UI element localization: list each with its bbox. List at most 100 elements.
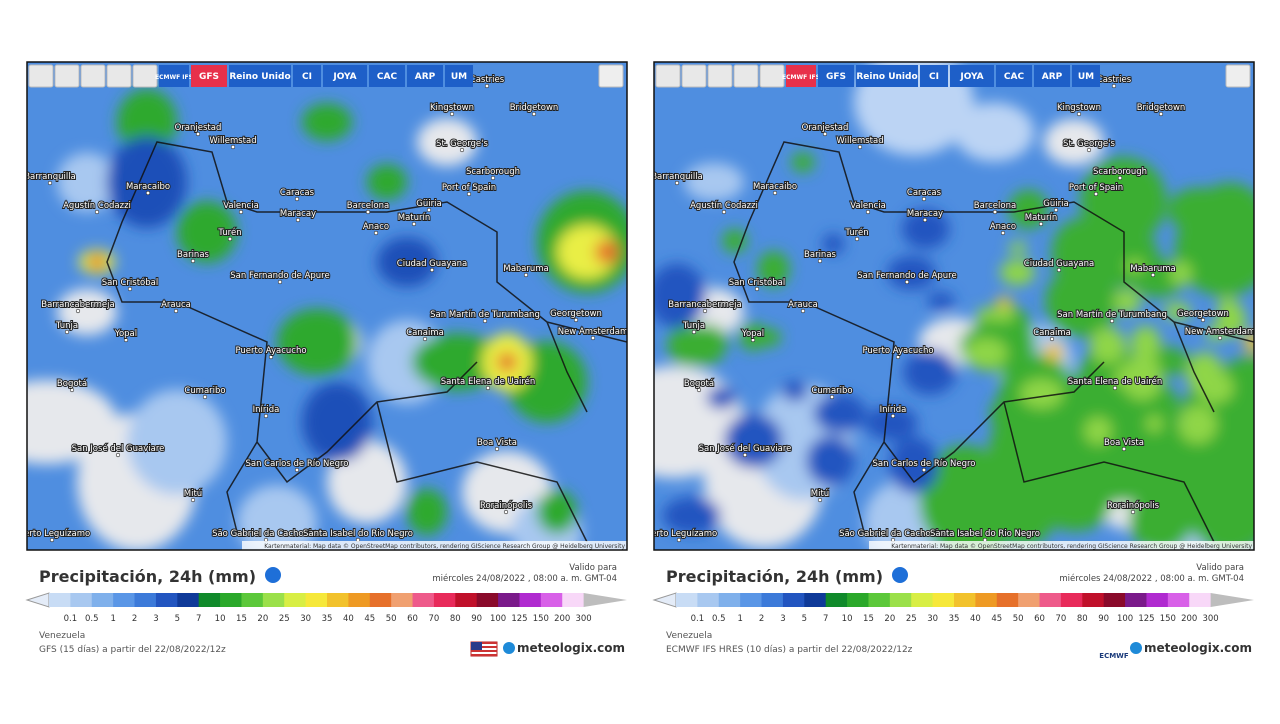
rain-patch bbox=[1138, 423, 1234, 533]
flag-stripe bbox=[471, 650, 497, 652]
city-label: Rorainópolis bbox=[1107, 500, 1160, 511]
city-dot bbox=[263, 413, 269, 419]
precip-field: Castries Kingstown Bridgetown Oranjestad Wil… bbox=[14, 62, 627, 550]
scale-swatch bbox=[804, 593, 827, 607]
rain-patch bbox=[654, 263, 706, 329]
scale-label: 25 bbox=[279, 614, 290, 624]
model-button[interactable] bbox=[950, 65, 994, 87]
scale-label: 200 bbox=[1181, 614, 1197, 624]
scale-swatch bbox=[70, 593, 93, 607]
scale-swatch bbox=[262, 593, 285, 607]
model-button[interactable] bbox=[293, 65, 321, 87]
legend-panel: Precipitación, 24h (mm) Valido paramiérco… bbox=[652, 563, 1254, 660]
city-label: San Fernando de Apure bbox=[857, 271, 956, 281]
tool-button[interactable] bbox=[655, 64, 681, 88]
scale-label: 10 bbox=[842, 614, 853, 624]
tool-button[interactable] bbox=[132, 64, 158, 88]
flag-canton bbox=[471, 642, 482, 650]
model-button[interactable] bbox=[229, 65, 291, 87]
rain-patch bbox=[497, 352, 517, 372]
tool-button[interactable] bbox=[106, 64, 132, 88]
rain-patch bbox=[417, 118, 477, 166]
city-dot bbox=[127, 286, 133, 292]
model-button[interactable] bbox=[369, 65, 405, 87]
model-button[interactable] bbox=[1034, 65, 1070, 87]
city-dot bbox=[854, 236, 860, 242]
city-label: Barranquilla bbox=[24, 172, 76, 182]
city-dot bbox=[466, 191, 472, 197]
scale-label: 45 bbox=[364, 614, 375, 624]
rain-patch bbox=[412, 333, 502, 391]
scale-label: 60 bbox=[1034, 614, 1045, 624]
tool-button[interactable] bbox=[759, 64, 785, 88]
model-button-label: ARP bbox=[415, 72, 436, 82]
city-label: Puerto Leguízamo bbox=[641, 529, 717, 539]
flag-stripe bbox=[471, 646, 497, 648]
scale-swatch bbox=[327, 593, 349, 607]
city-dot bbox=[865, 209, 871, 215]
model-button[interactable] bbox=[445, 65, 473, 87]
rain-patch bbox=[1189, 182, 1254, 276]
model-button[interactable] bbox=[996, 65, 1032, 87]
city-dot bbox=[857, 144, 863, 150]
city-dot bbox=[895, 354, 901, 360]
info-icon[interactable] bbox=[892, 567, 908, 583]
scale-label: 5 bbox=[175, 614, 180, 624]
info-icon[interactable] bbox=[265, 567, 281, 583]
city-dot bbox=[1158, 111, 1164, 117]
model-button[interactable] bbox=[856, 65, 918, 87]
rain-patch bbox=[996, 296, 1012, 308]
model-button[interactable] bbox=[786, 65, 816, 87]
city-dot bbox=[696, 387, 702, 393]
rain-patch bbox=[57, 152, 117, 212]
scale-swatch bbox=[697, 593, 720, 607]
scale-arrow-right bbox=[1210, 593, 1254, 607]
city-dot bbox=[365, 209, 371, 215]
scale-swatch bbox=[676, 593, 698, 607]
city-label: San Fernando de Apure bbox=[230, 271, 329, 281]
city-dot bbox=[482, 318, 488, 324]
tool-button[interactable] bbox=[733, 64, 759, 88]
city-dot bbox=[449, 111, 455, 117]
legend-title: Precipitación, 24h (mm) bbox=[39, 567, 256, 586]
city-dot bbox=[822, 131, 828, 137]
model-button[interactable] bbox=[159, 65, 189, 87]
model-button[interactable] bbox=[407, 65, 443, 87]
rain-patch bbox=[1113, 289, 1141, 314]
city-dot bbox=[268, 354, 274, 360]
city-label: San José del Guaviare bbox=[72, 443, 165, 454]
rain-patch bbox=[367, 164, 407, 200]
tool-button[interactable] bbox=[707, 64, 733, 88]
rain-patch bbox=[407, 488, 447, 536]
city-label: Port of Spain bbox=[1069, 183, 1123, 193]
city-dot bbox=[230, 144, 236, 150]
city-label: Boa Vista bbox=[1104, 438, 1144, 448]
model-button[interactable] bbox=[920, 65, 948, 87]
share-button[interactable] bbox=[1225, 64, 1251, 88]
city-dot bbox=[426, 207, 432, 213]
scale-swatch bbox=[49, 593, 71, 607]
tool-button[interactable] bbox=[54, 64, 80, 88]
scale-arrow-right bbox=[583, 593, 627, 607]
model-button-label: CI bbox=[302, 72, 312, 82]
tool-button[interactable] bbox=[28, 64, 54, 88]
tool-button[interactable] bbox=[80, 64, 106, 88]
city-label: Willemstad bbox=[836, 136, 883, 146]
tool-button[interactable] bbox=[681, 64, 707, 88]
city-dot bbox=[817, 258, 823, 264]
share-button[interactable] bbox=[598, 64, 624, 88]
model-button[interactable] bbox=[1072, 65, 1100, 87]
model-button[interactable] bbox=[191, 65, 227, 87]
model-button[interactable] bbox=[323, 65, 367, 87]
blobs bbox=[654, 62, 1254, 550]
scale-swatch bbox=[911, 593, 934, 607]
model-button[interactable] bbox=[818, 65, 854, 87]
scale-label: 70 bbox=[1056, 614, 1067, 624]
scale-label: 30 bbox=[300, 614, 311, 624]
city-dot bbox=[800, 308, 806, 314]
city-label: Kingstown bbox=[430, 103, 474, 113]
scale-label: 45 bbox=[991, 614, 1002, 624]
scale-label: 150 bbox=[533, 614, 549, 624]
scale-label: 2 bbox=[132, 614, 137, 624]
city-label: Puerto Leguízamo bbox=[14, 529, 90, 539]
